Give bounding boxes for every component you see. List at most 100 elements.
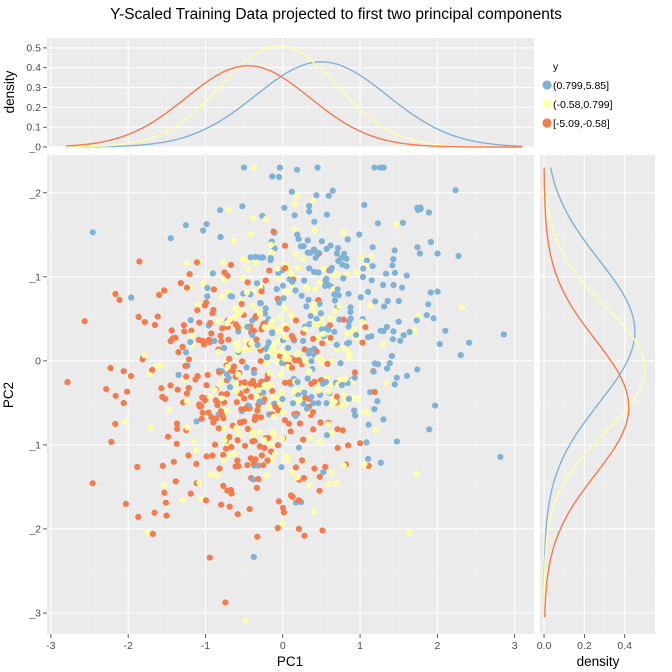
scatter-point <box>254 533 261 540</box>
scatter-point <box>89 229 96 236</box>
scatter-point <box>233 388 240 395</box>
scatter-point <box>313 192 320 199</box>
scatter-point <box>365 455 372 462</box>
scatter-point <box>322 463 329 470</box>
scatter-point <box>362 324 369 331</box>
scatter-point <box>334 444 341 451</box>
scatter-point <box>203 453 210 460</box>
scatter-point <box>183 373 190 380</box>
scatter-point <box>302 284 309 291</box>
scatter-point <box>302 394 309 401</box>
scatter-point <box>414 204 421 211</box>
scatter-point <box>116 296 123 303</box>
scatter-point <box>203 221 210 228</box>
scatter-point <box>227 261 235 268</box>
top-density-y-ticks: _0 0.1 0.2 0.3 0.4 0.5 <box>26 42 47 154</box>
scatter-point <box>254 407 261 414</box>
y-tick-label: _3 <box>28 607 41 619</box>
scatter-point <box>347 308 354 316</box>
scatter-point <box>400 332 407 339</box>
scatter-point <box>338 382 345 389</box>
scatter-point <box>167 235 174 242</box>
scatter-point <box>203 382 210 389</box>
scatter-point <box>269 387 276 394</box>
scatter-point <box>311 378 318 385</box>
scatter-point <box>187 317 194 324</box>
scatter-point <box>253 260 260 267</box>
scatter-point <box>310 197 317 204</box>
scatter-point <box>298 292 305 299</box>
scatter-point <box>356 231 363 238</box>
scatter-point <box>308 358 315 365</box>
scatter-point <box>187 490 194 497</box>
scatter-point <box>272 450 279 457</box>
scatter-point <box>226 355 233 362</box>
scatter-point <box>350 326 357 333</box>
scatter-point <box>209 270 216 277</box>
scatter-point <box>156 291 163 298</box>
scatter-point <box>354 395 361 402</box>
scatter-point <box>267 254 274 261</box>
scatter-point <box>389 262 396 269</box>
scatter-point <box>223 371 230 378</box>
scatter-point <box>351 369 358 376</box>
scatter-point <box>220 276 227 283</box>
scatter-point <box>215 348 222 355</box>
scatter-point <box>367 389 374 396</box>
scatter-point <box>243 364 250 371</box>
scatter-point <box>270 413 277 420</box>
scatter-point <box>343 255 350 262</box>
scatter-point <box>169 335 176 342</box>
scatter-point <box>205 336 213 343</box>
scatter-point <box>300 436 307 443</box>
scatter-point <box>329 401 336 408</box>
scatter-point <box>295 497 302 504</box>
scatter-point <box>175 349 182 356</box>
scatter-point <box>124 388 131 395</box>
scatter-point <box>325 326 332 333</box>
scatter-point <box>210 286 217 293</box>
scatter-point <box>220 415 227 422</box>
scatter-point <box>304 237 311 244</box>
scatter-point <box>301 346 308 353</box>
scatter-point <box>206 393 213 400</box>
x-tick-label: 2 <box>434 640 440 652</box>
scatter-point <box>294 378 301 386</box>
scatter-point <box>253 280 261 287</box>
scatter-point <box>403 272 410 279</box>
scatter-point <box>64 379 71 386</box>
scatter-point <box>288 364 296 371</box>
scatter-point <box>466 339 473 346</box>
scatter-point <box>300 255 307 263</box>
scatter-point <box>329 429 336 436</box>
scatter-point <box>81 318 88 325</box>
scatter-point <box>353 268 360 276</box>
scatter-point <box>258 288 265 295</box>
scatter-point <box>135 313 142 320</box>
scatter-point <box>220 482 227 489</box>
scatter-point <box>141 352 148 359</box>
scatter-point <box>154 313 161 320</box>
scatter-point <box>313 315 320 323</box>
scatter-point <box>226 433 233 440</box>
scatter-point <box>146 371 153 378</box>
scatter-point <box>247 254 254 261</box>
top-density-panel: _0 0.1 0.2 0.3 0.4 0.5 density <box>2 38 534 154</box>
scatter-point <box>281 242 289 249</box>
scatter-point <box>413 470 421 477</box>
scatter-point <box>389 336 396 343</box>
legend: y (0.799,5.85] (-0.58,0.799] [-5.09,-0.58] <box>542 61 613 130</box>
scatter-point <box>377 459 384 466</box>
scatter-point <box>260 389 267 396</box>
scatter-point <box>287 270 294 277</box>
scatter-point <box>122 500 129 507</box>
scatter-point <box>334 245 342 252</box>
scatter-point <box>276 173 283 181</box>
scatter-point <box>305 350 312 357</box>
scatter-point <box>225 206 232 213</box>
scatter-point <box>268 323 275 330</box>
scatter-point <box>220 451 227 458</box>
scatter-point <box>214 402 221 409</box>
scatter-point <box>371 388 378 395</box>
scatter-point <box>311 465 318 472</box>
